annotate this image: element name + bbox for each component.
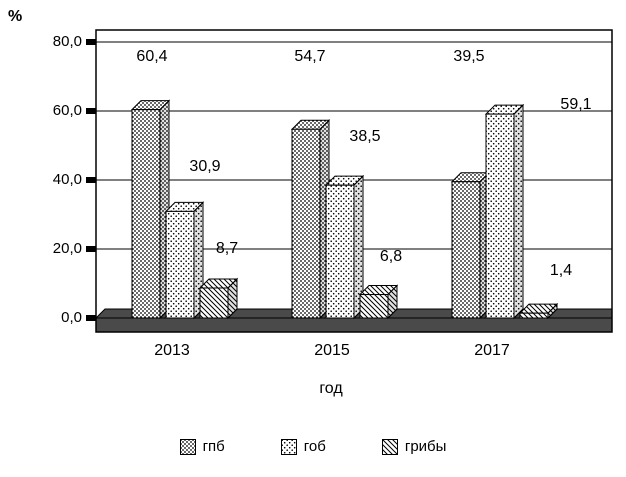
value-label-2013-griby: 8,7 <box>215 240 239 257</box>
legend-swatch-griby-icon <box>381 438 398 455</box>
x-tick-label-2015: 2015 <box>314 342 350 359</box>
legend-label-griby: грибы <box>404 438 447 455</box>
value-label-2013-gob: 30,9 <box>189 158 221 175</box>
value-label-2017-gpb: 39,5 <box>453 48 485 65</box>
value-label-2013-gpb: 60,4 <box>136 48 168 65</box>
value-label-2017-gob: 59,1 <box>560 96 592 113</box>
x-axis-title: год <box>319 380 343 397</box>
legend-item-gob: гоб <box>280 438 326 455</box>
y-tick-label-0: 0,0 <box>61 309 82 326</box>
value-label-2017-griby: 1,4 <box>549 262 573 279</box>
x-tick-label-2017: 2017 <box>474 342 510 359</box>
x-tick-label-2013: 2013 <box>154 342 190 359</box>
y-tick-label-60: 60,0 <box>52 102 82 119</box>
y-tick-label-40: 40,0 <box>52 171 82 188</box>
legend-swatch-gpb-icon <box>179 438 196 455</box>
value-label-2015-gpb: 54,7 <box>294 48 326 65</box>
y-tick-label-20: 20,0 <box>52 240 82 257</box>
legend-item-gpb: гпб <box>179 438 225 455</box>
legend-swatch-gob-icon <box>280 438 297 455</box>
legend-label-gob: гоб <box>303 438 326 455</box>
chart-shapes <box>86 29 613 333</box>
value-label-2015-gob: 38,5 <box>349 128 381 145</box>
legend-label-gpb: гпб <box>202 438 225 455</box>
value-label-2015-griby: 6,8 <box>379 248 403 265</box>
y-tick-label-80: 80,0 <box>52 33 82 50</box>
legend-item-griby: грибы <box>381 438 447 455</box>
y-axis-unit-label: % <box>8 8 23 25</box>
legend: гпб гоб грибы <box>0 438 626 455</box>
